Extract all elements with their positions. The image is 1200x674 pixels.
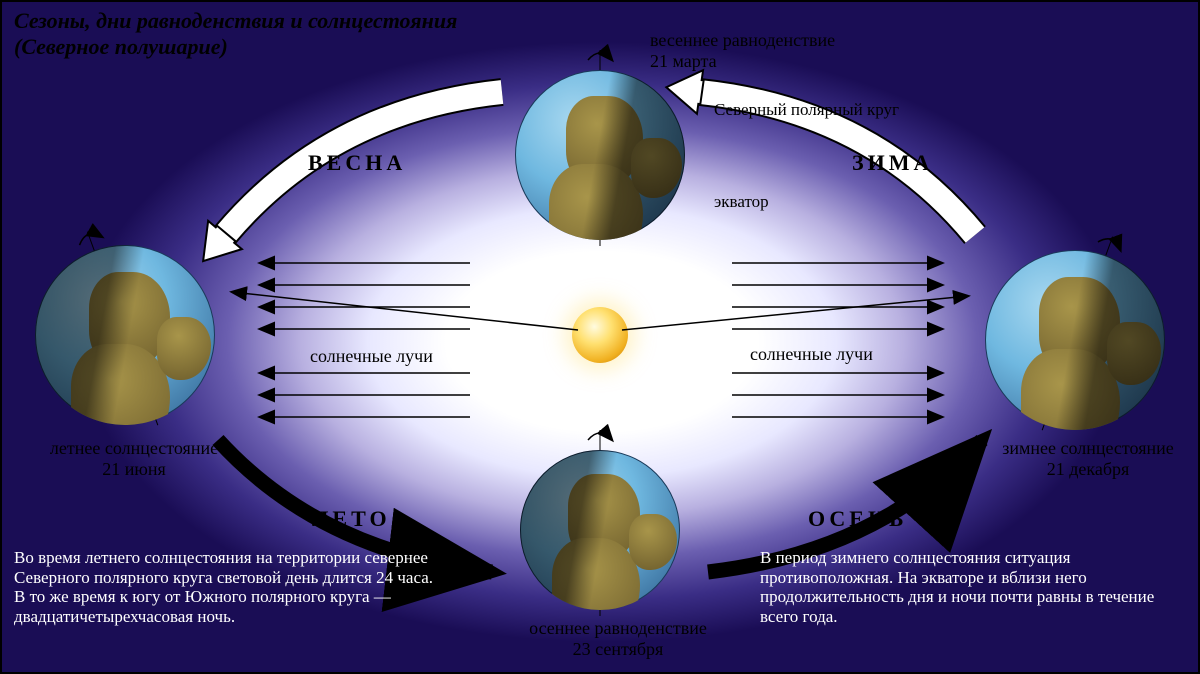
label-right-date: 21 декабря xyxy=(968,459,1200,480)
label-bottom-name: осеннее равноденствие xyxy=(498,618,738,639)
season-summer: ЛЕТО xyxy=(312,506,391,531)
label-bottom: осеннее равноденствие23 сентября xyxy=(498,618,738,659)
sun xyxy=(572,307,628,363)
globe-right xyxy=(985,250,1165,430)
label-left-date: 21 июня xyxy=(14,459,254,480)
title-line1: Сезоны, дни равноденствия и солнцестояни… xyxy=(14,8,457,34)
label-left: летнее солнцестояние21 июня xyxy=(14,438,254,479)
globe-left xyxy=(35,245,215,425)
ray-label-right: солнечные лучи xyxy=(750,344,950,365)
season-winter: ЗИМА xyxy=(852,150,933,175)
season-spring: ВЕСНА xyxy=(308,150,406,175)
footnote-right: В период зимнего солнцестояния ситуация … xyxy=(760,548,1190,626)
diagram-title: Сезоны, дни равноденствия и солнцестояни… xyxy=(14,8,457,61)
annot-equator: экватор xyxy=(714,192,874,212)
label-top-date: 21 марта xyxy=(650,51,890,72)
season-autumn: ОСЕНЬ xyxy=(808,506,908,531)
label-top-name: весеннее равноденствие xyxy=(650,30,890,51)
globe-top xyxy=(515,70,685,240)
annot-arctic: Северный полярный круг xyxy=(714,100,974,120)
label-left-name: летнее солнцестояние xyxy=(14,438,254,459)
ray-label-left: солнечные лучи xyxy=(310,346,510,367)
globe-bottom xyxy=(520,450,680,610)
label-top: весеннее равноденствие21 марта xyxy=(650,30,890,71)
label-right-name: зимнее солнцестояние xyxy=(968,438,1200,459)
title-line2: (Северное полушарие) xyxy=(14,34,457,60)
label-bottom-date: 23 сентября xyxy=(498,639,738,660)
diagram-stage: Сезоны, дни равноденствия и солнцестояни… xyxy=(0,0,1200,674)
label-right: зимнее солнцестояние21 декабря xyxy=(968,438,1200,479)
footnote-left: Во время летнего солнцестояния на террит… xyxy=(14,548,444,626)
